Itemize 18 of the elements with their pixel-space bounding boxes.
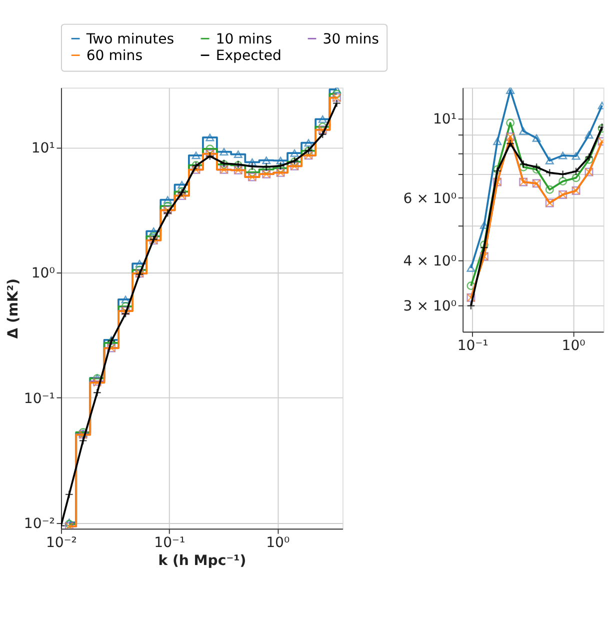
y-tick-label: 6 × 10⁰ xyxy=(403,190,457,207)
x-tick-label: 10⁻² xyxy=(46,534,77,551)
y-axis-title: Δ (mK²) xyxy=(5,278,22,339)
y-tick-label: 10¹ xyxy=(31,140,55,157)
legend-label: 10 mins xyxy=(216,31,272,48)
legend-label: 60 mins xyxy=(86,48,143,64)
y-tick-label: 10¹ xyxy=(432,112,457,128)
legend-label: Two minutes xyxy=(85,31,174,48)
y-tick-label: 10⁰ xyxy=(31,266,56,282)
y-tick-label: 10⁻² xyxy=(24,516,55,532)
legend-label: 30 mins xyxy=(322,31,380,48)
x-tick-label: 10⁻¹ xyxy=(154,534,186,551)
x-axis-title: k (h Mpc⁻¹) xyxy=(158,552,246,569)
y-tick-label: 3 × 10⁰ xyxy=(403,298,457,314)
y-tick-label: 10⁻¹ xyxy=(24,390,55,407)
y-tick-label: 4 × 10⁰ xyxy=(403,254,457,270)
x-tick-label: 10⁰ xyxy=(266,534,290,551)
legend-label: Expected xyxy=(216,48,282,64)
